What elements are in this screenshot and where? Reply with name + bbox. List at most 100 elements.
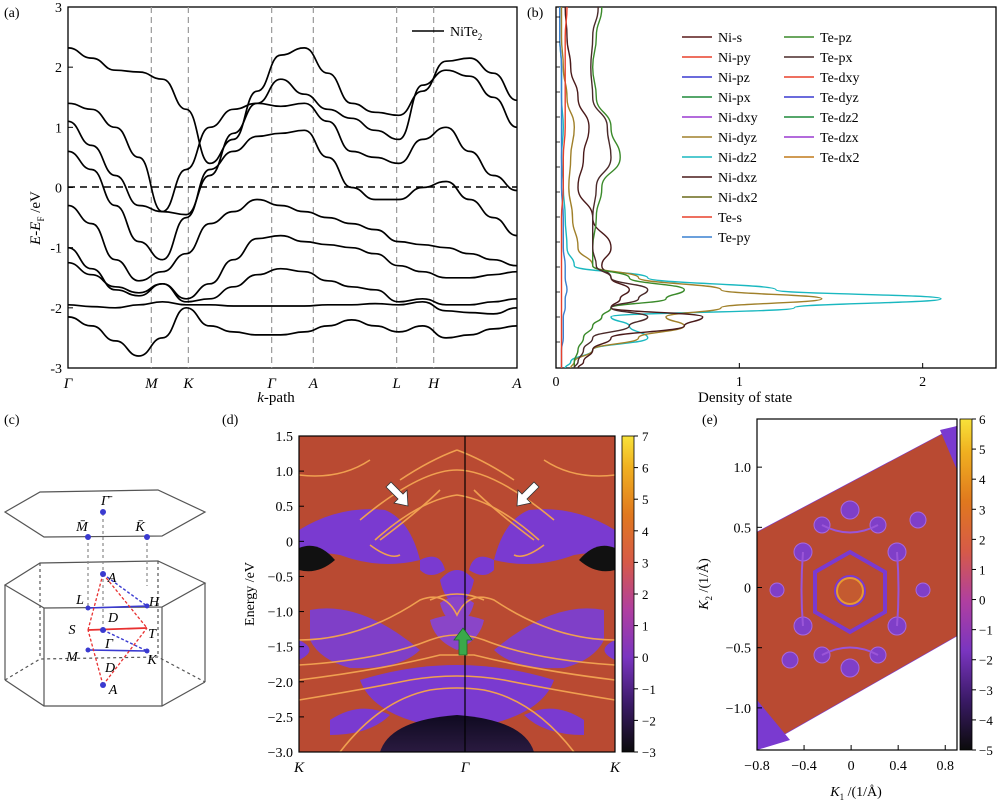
bulk-point-label: T <box>148 627 157 642</box>
legend-label-ni-dxz: Ni-dxz <box>718 171 757 186</box>
e-y-tick-label: −1.0 <box>726 702 751 717</box>
dirac-point-arrow <box>453 627 473 656</box>
dos-curve-te-py <box>559 7 568 368</box>
panel-d-tag: (d) <box>222 413 239 428</box>
dos-curve-te-pz <box>573 7 686 368</box>
e-colorbar-ticks: 6 5 4 3 2 1 0 −1 −2 −3 −4 −5 <box>972 412 993 758</box>
legend-label-te-dx2: Te-dx2 <box>820 151 859 166</box>
legend-label-ni-dxy: Ni-dxy <box>718 111 758 126</box>
d-y-tick-label: −3.0 <box>268 746 293 761</box>
bz-point-labels: M̄ Γ̄ K̄ A L H D S Γ T M D K A <box>65 494 160 698</box>
panel-c: (c) <box>3 413 207 707</box>
d-colorbar-ticks: 7 6 5 4 3 2 1 0 −1 −2 −3 <box>634 429 656 760</box>
legend-label-te-pz: Te-pz <box>820 31 852 46</box>
d-colorbar <box>621 435 635 753</box>
band-line-1 <box>68 69 517 216</box>
d-y-tick-label: −0.5 <box>268 570 293 585</box>
legend-label-ni-dyz: Ni-dyz <box>718 131 757 146</box>
bulk-point-label: Γ <box>104 637 114 652</box>
d-colorbar-tick-label: 2 <box>642 587 649 602</box>
panel-a-tag: (a) <box>4 6 20 21</box>
bulk-point-label: L <box>75 593 84 608</box>
a-y-tick-label: -1 <box>50 242 62 257</box>
e-y-ticks: 1.0 0.5 0 −0.5 −1.0 <box>726 461 762 717</box>
a-y-ticks: -3 -2 -1 0 1 2 3 <box>50 1 73 377</box>
dos-curve-ni-dyz <box>560 7 823 368</box>
b-x-axis-label: Density of state <box>698 390 792 406</box>
bulk-point-label: K <box>146 653 157 668</box>
d-colorbar-tick-label: −3 <box>642 745 656 760</box>
d-colorbar-tick-label: 5 <box>642 492 649 507</box>
d-colorbar-tick-label: 0 <box>642 650 649 665</box>
legend-label-ni-dx2: Ni-dx2 <box>718 191 758 206</box>
a-y-tick-label: 2 <box>55 61 62 76</box>
panel-c-tag: (c) <box>4 413 20 428</box>
e-y-tick-label: 0.5 <box>734 521 752 536</box>
d-y-tick-label: −2.0 <box>268 676 293 691</box>
b-x-tick-label: 0 <box>553 375 560 390</box>
legend-label-ni-pz: Ni-pz <box>718 71 750 86</box>
b-x-tick-label: 2 <box>919 375 926 390</box>
d-y-ticks: 1.5 1.0 0.5 0 −0.5 −1.0 −1.5 −2.0 −2.5 −3.0 <box>268 430 304 761</box>
surface-brillouin-zone <box>3 489 207 538</box>
a-y-tick-label: -2 <box>50 302 62 317</box>
band-line-8 <box>68 306 517 357</box>
e-colorbar-tick-label: 1 <box>979 562 986 577</box>
legend-label-te-py: Te-py <box>718 231 750 246</box>
a-x-tick-label: K <box>182 376 194 392</box>
e-colorbar-tick-label: −4 <box>979 713 993 728</box>
e-colorbar-tick-label: −2 <box>979 653 993 668</box>
bulk-point-label: D <box>104 661 115 676</box>
legend-label-te-dxy: Te-dxy <box>820 71 859 86</box>
e-x-tick-label: 0.8 <box>936 759 954 774</box>
surface-point-label: M̄ <box>75 520 89 535</box>
e-colorbar-tick-label: 4 <box>979 472 986 487</box>
a-x-tick-label: L <box>391 376 400 392</box>
e-colorbar-tick-label: 3 <box>979 502 986 517</box>
a-x-tick-label: M <box>144 376 159 392</box>
legend-label-ni-dz2: Ni-dz2 <box>718 151 757 166</box>
legend-label-te-s: Te-s <box>718 211 742 226</box>
legend-label-te-dzx: Te-dzx <box>820 131 859 146</box>
bulk-point-label: A <box>108 683 118 698</box>
e-x-ticks: −0.8 −0.4 0 0.4 0.8 <box>744 745 954 774</box>
d-y-tick-label: −2.5 <box>268 711 293 726</box>
legend-label-ni-px: Ni-px <box>718 91 751 106</box>
e-colorbar-tick-label: 5 <box>979 442 986 457</box>
e-x-tick-label: −0.4 <box>791 759 816 774</box>
band-line-0 <box>68 47 517 165</box>
e-colorbar <box>959 418 973 751</box>
d-y-tick-label: −1.0 <box>268 606 293 621</box>
surface-point-label: Γ̄ <box>100 494 113 509</box>
e-colorbar-tick-label: −1 <box>979 623 993 638</box>
panel-d: (d) <box>222 413 656 776</box>
d-colorbar-tick-label: 6 <box>642 461 649 476</box>
d-colorbar-tick-label: 4 <box>642 524 649 539</box>
d-colorbar-tick-label: 7 <box>642 429 649 444</box>
legend-label-te-dz2: Te-dz2 <box>820 111 859 126</box>
a-y-tick-label: 3 <box>55 1 62 16</box>
legend-label-te-px: Te-px <box>820 51 852 66</box>
e-x-axis-label: K1 /(1/Å) <box>829 784 882 802</box>
d-colorbar-tick-label: −1 <box>642 682 656 697</box>
e-x-tick-label: 0 <box>848 759 855 774</box>
e-colorbar-tick-label: 0 <box>979 593 986 608</box>
panel-b-frame <box>555 6 997 369</box>
a-x-tick-label: Γ <box>266 376 277 392</box>
panel-d-frame <box>298 435 616 753</box>
band-line-7 <box>68 300 517 315</box>
legend-label-ni-py: Ni-py <box>718 51 751 66</box>
bulk-k-path <box>85 509 150 688</box>
dos-legend: Ni-s Ni-py Ni-pz Ni-px Ni-dxy Ni-dyz Ni-dz2 Ni-… <box>682 31 859 246</box>
e-x-tick-label: −0.8 <box>744 759 769 774</box>
a-x-tick-label: A <box>511 376 522 392</box>
d-y-tick-label: 0 <box>286 535 293 550</box>
band-line-3 <box>68 129 517 261</box>
a-x-tick-label: Γ <box>63 376 74 392</box>
b-x-ticks: 0 1 2 <box>553 16 926 390</box>
surface-spectrum-heatmap <box>299 436 615 752</box>
band-line-2 <box>68 102 517 213</box>
